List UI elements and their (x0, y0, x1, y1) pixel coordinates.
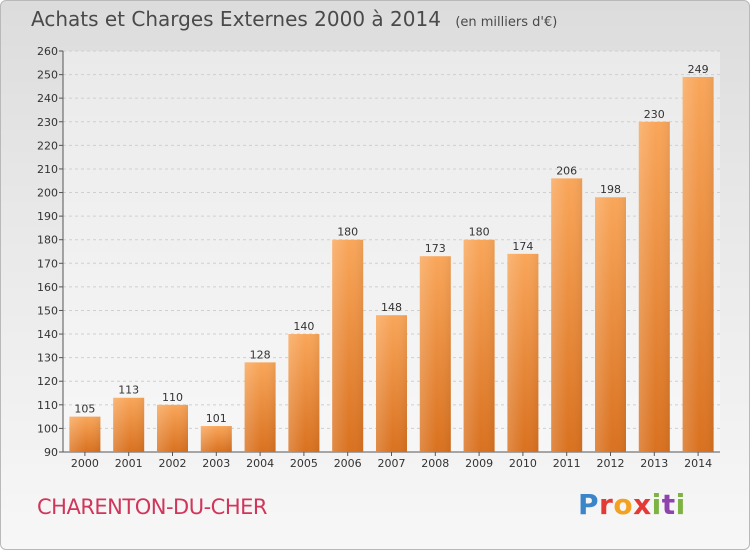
bar-shading (638, 121, 670, 452)
y-tick-label: 140 (37, 328, 58, 341)
bar-value-label: 230 (644, 108, 665, 121)
bar-value-label: 148 (381, 301, 402, 314)
bar-shading (69, 416, 101, 452)
bar-shading (682, 76, 714, 453)
y-tick-label: 190 (37, 210, 58, 223)
x-tick-label: 2014 (684, 457, 712, 470)
bar-shading (288, 334, 320, 452)
y-tick-label: 230 (37, 116, 58, 129)
bar-shading (332, 239, 364, 452)
bar-value-label: 105 (74, 403, 95, 416)
y-tick-label: 210 (37, 163, 58, 176)
y-tick-label: 100 (37, 422, 58, 435)
x-tick-label: 2010 (509, 457, 537, 470)
bar-value-label: 101 (206, 412, 227, 425)
x-tick-label: 2006 (334, 457, 362, 470)
bar-shading (376, 315, 407, 452)
x-tick-label: 2003 (202, 457, 230, 470)
bar-shading (113, 397, 145, 452)
bar-value-label: 206 (556, 164, 577, 177)
y-tick-label: 130 (37, 352, 58, 365)
bar-shading (200, 426, 232, 452)
y-tick-label: 250 (37, 69, 58, 82)
bar-value-label: 173 (425, 242, 446, 255)
x-tick-label: 2008 (421, 457, 449, 470)
y-tick-label: 110 (37, 399, 58, 412)
y-tick-label: 160 (37, 281, 58, 294)
x-tick-label: 2005 (290, 457, 318, 470)
y-tick-label: 260 (37, 45, 58, 58)
y-tick-label: 90 (44, 446, 58, 459)
bar-value-label: 249 (688, 63, 709, 76)
y-tick-label: 220 (37, 139, 58, 152)
x-tick-label: 2011 (553, 457, 581, 470)
proxiti-logo: Proxiti (578, 488, 686, 521)
bar-value-label: 198 (600, 183, 621, 196)
bar-value-label: 174 (512, 240, 533, 253)
x-tick-label: 2002 (159, 457, 187, 470)
chart-title: Achats et Charges Externes 2000 à 2014 (… (31, 7, 557, 31)
x-tick-label: 2001 (115, 457, 143, 470)
y-tick-label: 150 (37, 304, 58, 317)
y-tick-label: 120 (37, 375, 58, 388)
bar-shading (595, 197, 626, 452)
x-tick-label: 2013 (640, 457, 668, 470)
y-tick-label: 200 (37, 187, 58, 200)
y-tick-label: 170 (37, 257, 58, 270)
x-tick-label: 2000 (71, 457, 99, 470)
bar-shading (507, 253, 539, 452)
bar-shading (244, 362, 276, 452)
bar-shading (463, 239, 495, 452)
place-name: CHARENTON-DU-CHER (37, 495, 267, 519)
chart-unit-label: (en milliers d'€) (455, 15, 558, 30)
bar-shading (157, 404, 188, 452)
bar-value-label: 140 (293, 320, 314, 333)
x-tick-label: 2009 (465, 457, 493, 470)
bar-value-label: 180 (337, 226, 358, 239)
bar-value-label: 113 (118, 384, 139, 397)
x-tick-label: 2007 (378, 457, 406, 470)
chart-title-text: Achats et Charges Externes 2000 à 2014 (31, 7, 441, 31)
x-tick-label: 2004 (246, 457, 274, 470)
y-tick-label: 180 (37, 234, 58, 247)
bar-value-label: 110 (162, 391, 183, 404)
bar-value-label: 128 (250, 348, 271, 361)
bar-shading (419, 256, 451, 452)
bar-value-label: 180 (469, 226, 490, 239)
bar-shading (551, 178, 583, 452)
x-tick-label: 2012 (597, 457, 625, 470)
y-tick-label: 240 (37, 92, 58, 105)
